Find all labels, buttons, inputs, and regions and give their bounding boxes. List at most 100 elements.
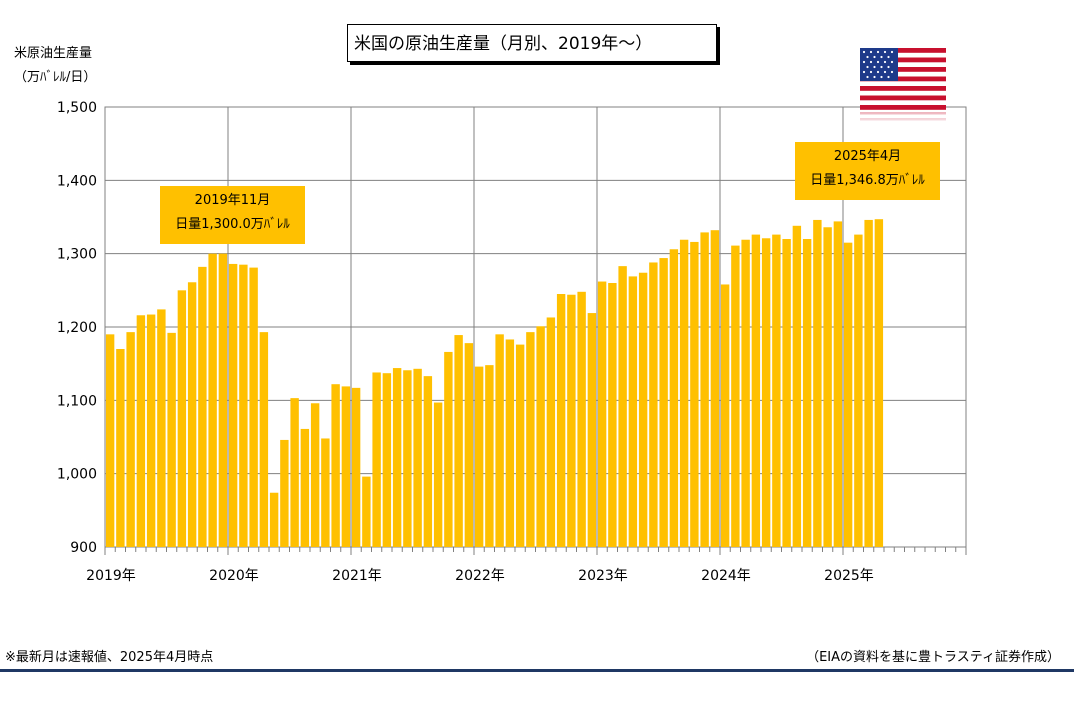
bar bbox=[157, 309, 166, 547]
bar bbox=[638, 272, 648, 547]
bar bbox=[290, 398, 299, 547]
bar bbox=[218, 253, 228, 547]
bar bbox=[351, 387, 361, 547]
bar bbox=[187, 282, 197, 547]
bar bbox=[608, 283, 617, 547]
bar bbox=[782, 239, 791, 547]
bar bbox=[690, 241, 699, 547]
bar bbox=[546, 317, 556, 547]
bar bbox=[372, 372, 381, 547]
bar bbox=[843, 242, 853, 547]
bar bbox=[228, 263, 238, 547]
bar bbox=[341, 386, 351, 547]
x-tick-label: 2019年 bbox=[86, 568, 136, 584]
bar bbox=[700, 232, 709, 547]
bar bbox=[474, 366, 484, 547]
bar bbox=[105, 334, 115, 547]
x-tick-label: 2022年 bbox=[455, 568, 505, 584]
bar bbox=[198, 266, 207, 547]
footnote-left: ※最新月は速報値、2025年4月時点 bbox=[5, 650, 214, 665]
bar bbox=[116, 349, 125, 547]
bar bbox=[751, 234, 761, 547]
footer-rule bbox=[0, 669, 1074, 672]
bar bbox=[515, 344, 525, 547]
annotation-latest-2025: 2025年4月 日量1,346.8万ﾊﾞﾚﾙ bbox=[795, 142, 940, 200]
bar bbox=[741, 239, 750, 547]
bar bbox=[556, 294, 566, 547]
y-axis-unit: 米原油生産量 （万ﾊﾞﾚﾙ/日） bbox=[14, 42, 96, 90]
y-axis-label-line2: （万ﾊﾞﾚﾙ/日） bbox=[14, 70, 97, 85]
x-tick-label: 2023年 bbox=[578, 568, 628, 584]
bar bbox=[300, 428, 310, 547]
bar bbox=[864, 219, 873, 547]
bar bbox=[659, 258, 668, 547]
us-flag-icon bbox=[860, 48, 946, 128]
bar bbox=[126, 332, 135, 547]
bar bbox=[526, 332, 535, 547]
bar bbox=[720, 284, 730, 547]
y-tick-label: 1,300 bbox=[57, 247, 97, 263]
bar bbox=[854, 234, 863, 547]
bar bbox=[587, 313, 597, 547]
bar bbox=[433, 402, 443, 547]
bar bbox=[331, 384, 340, 547]
bar bbox=[792, 225, 802, 548]
bar bbox=[403, 370, 412, 547]
bar bbox=[444, 351, 453, 547]
bar bbox=[136, 315, 146, 547]
bar bbox=[464, 343, 474, 547]
y-tick-label: 1,000 bbox=[57, 467, 97, 483]
bar bbox=[321, 438, 330, 547]
bar bbox=[823, 227, 832, 547]
annotation-latest-2025-line1: 2025年4月 bbox=[833, 149, 902, 164]
bar bbox=[454, 335, 463, 547]
bar bbox=[597, 281, 607, 547]
bar bbox=[874, 219, 884, 547]
bar bbox=[833, 221, 843, 547]
bar bbox=[259, 332, 269, 547]
bar bbox=[392, 368, 402, 547]
y-tick-label: 1,200 bbox=[57, 320, 97, 336]
bar bbox=[208, 253, 217, 547]
bar bbox=[177, 290, 187, 547]
bar-layer bbox=[105, 219, 884, 548]
y-tick-label: 1,400 bbox=[57, 173, 97, 189]
bar bbox=[669, 249, 679, 547]
bar bbox=[413, 368, 422, 547]
bar bbox=[310, 403, 320, 547]
x-tick-label: 2021年 bbox=[332, 568, 382, 584]
bar bbox=[679, 239, 689, 547]
bar bbox=[269, 492, 279, 547]
bar bbox=[567, 294, 576, 547]
bar bbox=[485, 365, 494, 547]
bar bbox=[382, 373, 392, 547]
annotation-peak-2019-line2: 日量1,300.0万ﾊﾞﾚﾙ bbox=[175, 217, 290, 232]
y-tick-label: 1,500 bbox=[57, 100, 97, 116]
bar bbox=[536, 326, 545, 547]
annotation-peak-2019: 2019年11月 日量1,300.0万ﾊﾞﾚﾙ bbox=[160, 186, 305, 244]
bar bbox=[362, 476, 371, 547]
annotation-latest-2025-line2: 日量1,346.8万ﾊﾞﾚﾙ bbox=[810, 173, 925, 188]
bar bbox=[628, 276, 638, 547]
x-tick-label: 2025年 bbox=[824, 568, 874, 584]
bar bbox=[495, 334, 504, 547]
bar bbox=[423, 376, 433, 547]
bar bbox=[239, 264, 248, 547]
y-tick-label: 900 bbox=[70, 540, 97, 556]
footnote-right: （EIAの資料を基に豊トラスティ証券作成） bbox=[806, 650, 1060, 665]
bar bbox=[649, 262, 658, 547]
bar bbox=[731, 245, 740, 547]
bar bbox=[761, 238, 771, 547]
bar bbox=[772, 234, 781, 547]
bar bbox=[710, 230, 720, 547]
y-axis-label-line1: 米原油生産量 bbox=[14, 46, 93, 61]
bar bbox=[802, 239, 812, 547]
chart-title: 米国の原油生産量（月別、2019年～） bbox=[347, 24, 717, 62]
bar bbox=[167, 332, 176, 547]
x-tick-label: 2020年 bbox=[209, 568, 259, 584]
x-tick-label: 2024年 bbox=[701, 568, 751, 584]
y-tick-label: 1,100 bbox=[57, 393, 97, 409]
bar bbox=[618, 266, 627, 547]
bar bbox=[577, 291, 586, 547]
bar bbox=[813, 219, 822, 547]
